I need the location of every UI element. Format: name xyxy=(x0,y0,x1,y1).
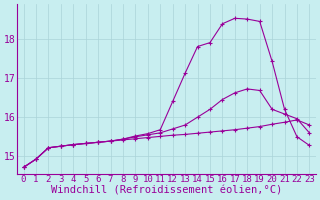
X-axis label: Windchill (Refroidissement éolien,°C): Windchill (Refroidissement éolien,°C) xyxy=(51,186,282,196)
